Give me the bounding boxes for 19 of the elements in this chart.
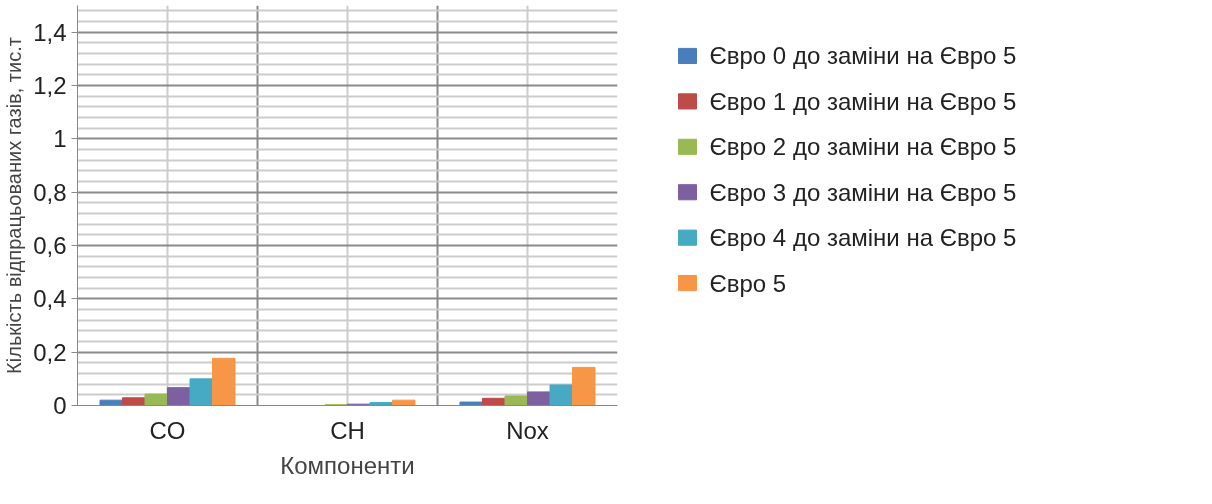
x-tick-label: CH — [330, 416, 365, 444]
legend-label: Євро 2 до заміни на Євро 5 — [709, 133, 1017, 161]
y-tick-label: 1,2 — [33, 72, 67, 99]
y-tick-label: 1 — [53, 125, 67, 153]
x-tick-label: Nox — [506, 416, 549, 444]
x-axis-title: Компоненти — [280, 451, 415, 479]
x-tick-label: CO — [149, 416, 186, 444]
legend-label: Євро 4 до заміни на Євро 5 — [709, 224, 1017, 252]
legend-label: Євро 3 до заміни на Євро 5 — [709, 178, 1017, 206]
y-tick-label: 0 — [53, 392, 67, 419]
legend-label: Євро 5 — [709, 269, 787, 297]
legend-label: Євро 0 до заміни на Євро 5 — [709, 42, 1017, 70]
y-tick-label: 1,4 — [33, 18, 67, 46]
y-tick-label: 0,4 — [33, 285, 67, 313]
y-axis-title: Кількість відпрацьованих газів, тис.т — [3, 37, 26, 374]
y-tick-label: 0,2 — [33, 338, 67, 366]
y-tick-label: 0,6 — [33, 232, 67, 259]
legend-label: Євро 1 до заміни на Євро 5 — [709, 87, 1017, 115]
y-tick-label: 0,8 — [33, 178, 67, 206]
